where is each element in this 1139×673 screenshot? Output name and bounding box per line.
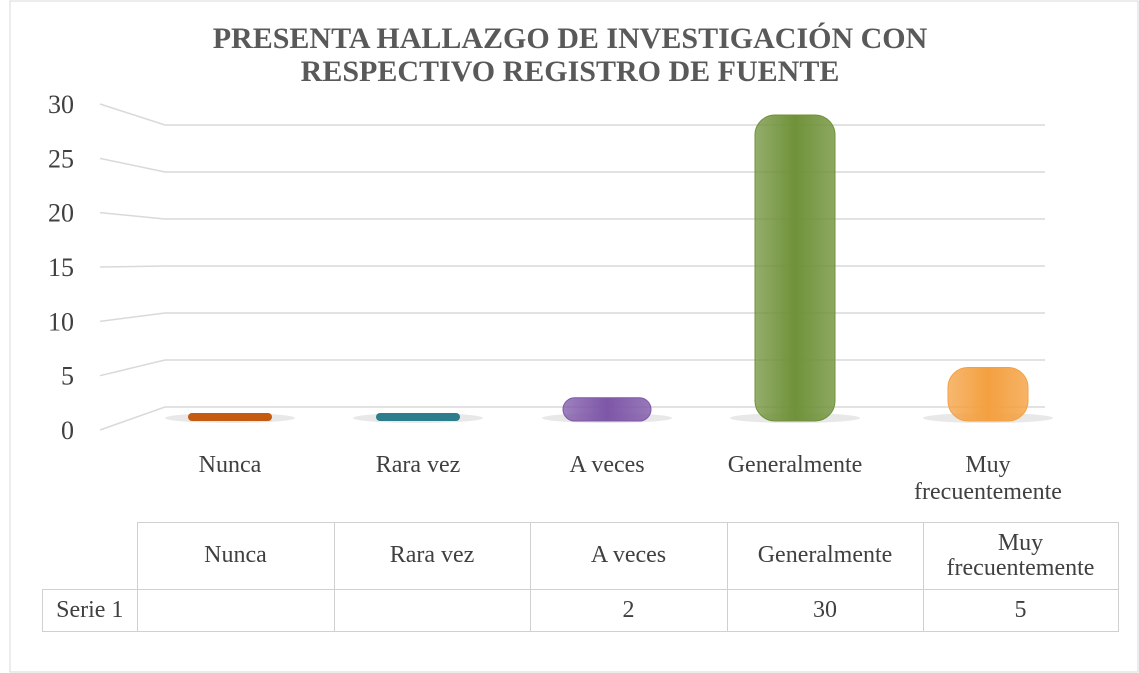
table-cell xyxy=(136,588,335,632)
column-header: Generalmente xyxy=(726,522,924,590)
y-tick-label: 10 xyxy=(48,307,74,336)
data-table: Nunca Rara vez A veces Generalmente Muy frec… xyxy=(42,522,1119,632)
corner xyxy=(42,522,138,590)
y-tick-label: 15 xyxy=(48,253,74,282)
column-header: Rara vez xyxy=(333,522,531,590)
x-tick-label: Generalmente xyxy=(727,452,863,478)
column-header: Muy frecuentemente xyxy=(922,522,1119,590)
table-row: Serie 1 2 30 5 xyxy=(42,588,1119,632)
grid-line xyxy=(99,103,1045,126)
x-tick-label: A veces xyxy=(569,452,645,478)
grid-line xyxy=(99,265,1045,268)
table-cell: 5 xyxy=(922,588,1119,632)
x-tick-label: Rara vez xyxy=(375,452,461,478)
y-tick-label: 5 xyxy=(61,362,74,391)
bar xyxy=(562,397,652,422)
column-header: Nunca xyxy=(136,522,335,590)
grid-line xyxy=(99,157,1045,173)
table-cell: 30 xyxy=(726,588,924,632)
grid-line xyxy=(99,406,1045,431)
y-tick-label: 0 xyxy=(61,416,74,445)
empty-disc xyxy=(188,413,272,421)
frame xyxy=(9,0,1139,673)
bar xyxy=(947,367,1029,422)
x-tick-label: Nunca xyxy=(198,452,262,478)
chart-title: PRESENTA HALLAZGO DE INVESTIGACIÓN CON R… xyxy=(212,22,928,88)
y-tick-label: 30 xyxy=(48,90,74,119)
row-header: Serie 1 xyxy=(42,588,138,632)
y-tick-label: 20 xyxy=(48,199,74,228)
empty-disc xyxy=(376,413,460,421)
table-cell xyxy=(333,588,531,632)
grid-line xyxy=(99,312,1045,323)
grid-line xyxy=(99,211,1045,220)
grid-line xyxy=(99,359,1045,377)
column-header: A veces xyxy=(529,522,728,590)
table-header: Nunca Rara vez A veces Generalmente Muy frec… xyxy=(42,522,1119,590)
table-cell: 2 xyxy=(529,588,728,632)
bar xyxy=(754,114,836,422)
x-tick-label: Muy frecuentemente xyxy=(914,452,1062,505)
y-tick-label: 25 xyxy=(48,144,74,173)
